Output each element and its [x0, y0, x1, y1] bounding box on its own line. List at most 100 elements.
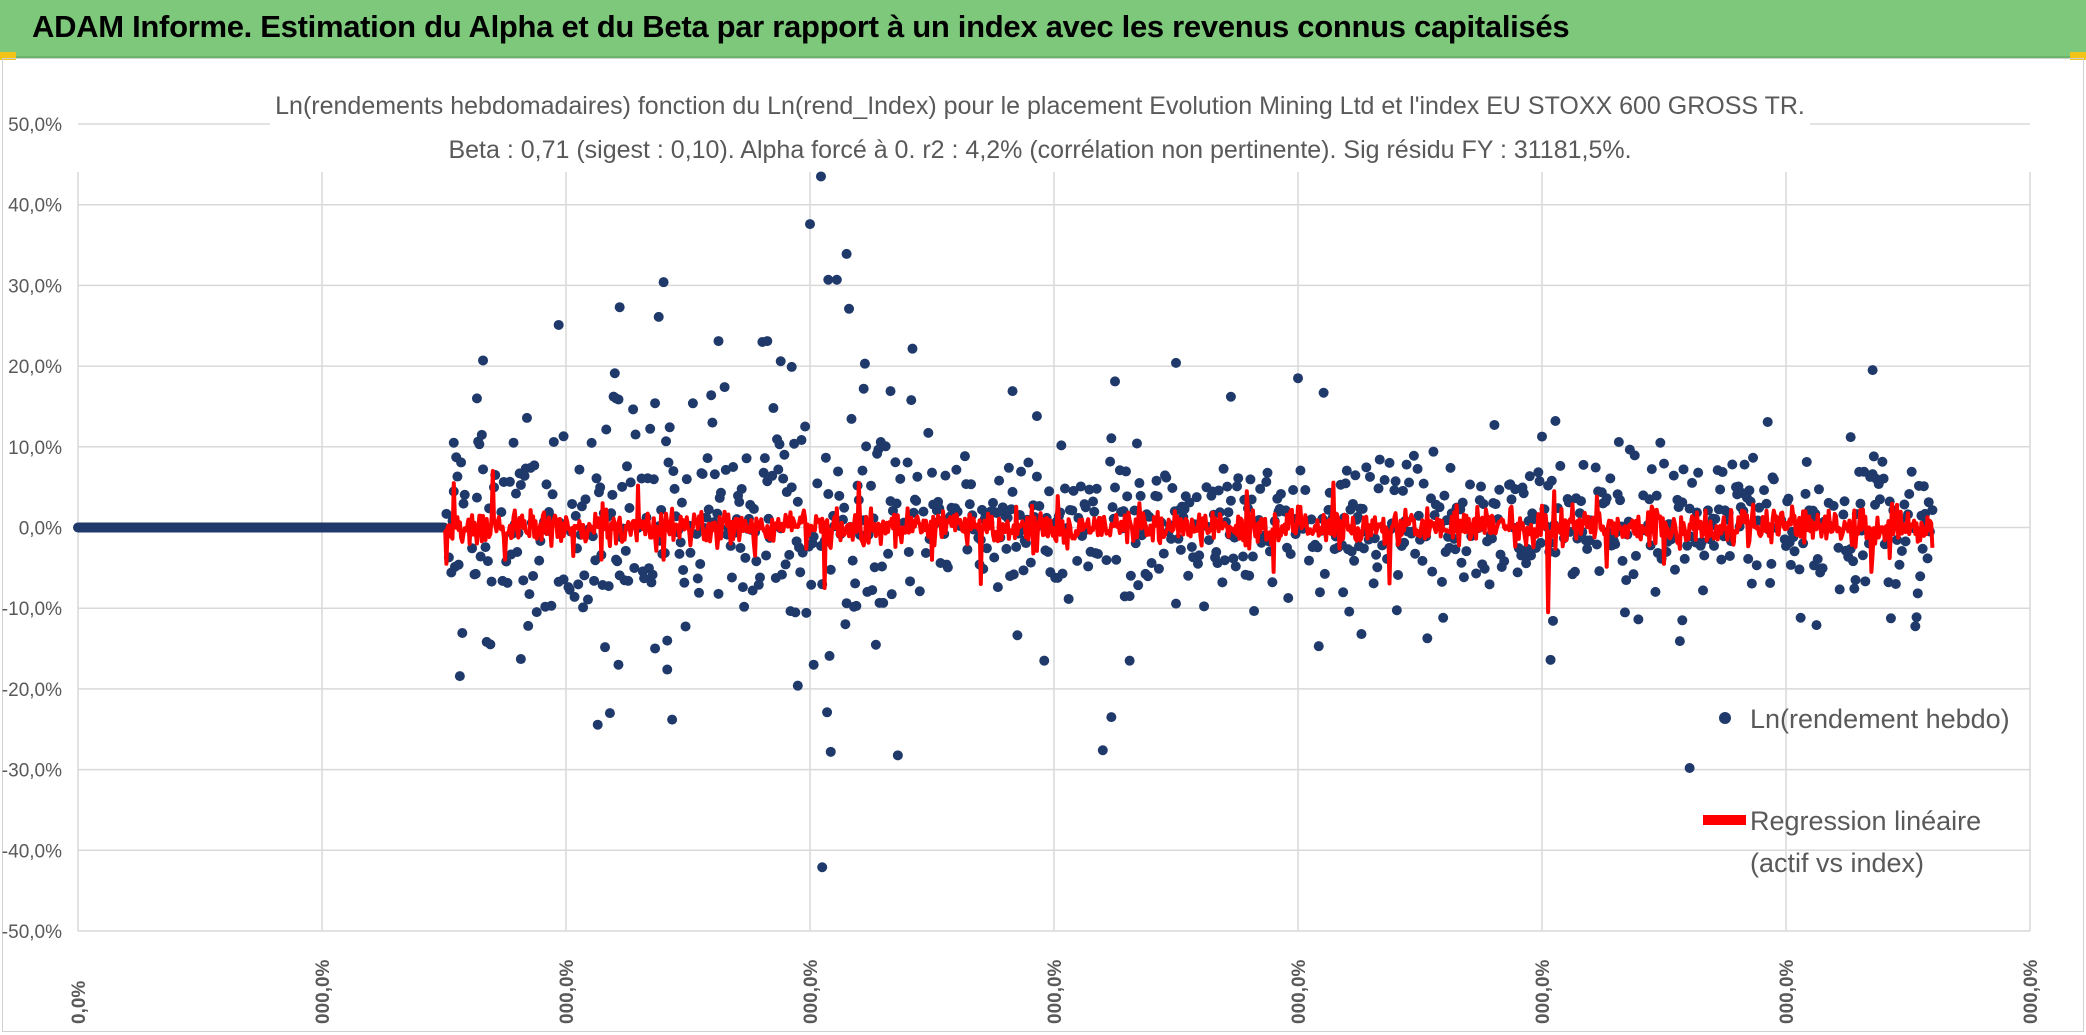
- y-tick-label: 30,0%: [8, 276, 62, 297]
- scatter-point: [662, 635, 673, 646]
- scatter-point: [547, 489, 558, 500]
- scatter-point: [1097, 745, 1108, 756]
- scatter-point: [448, 437, 459, 448]
- scatter-point: [1427, 566, 1438, 577]
- scatter-point: [646, 577, 657, 588]
- scatter-point: [1025, 557, 1036, 568]
- scatter-point: [751, 556, 762, 567]
- scatter-point: [529, 460, 540, 471]
- scatter-point: [1687, 477, 1698, 488]
- scatter-point: [661, 436, 672, 447]
- scatter-point: [850, 578, 861, 589]
- scatter-point: [1547, 615, 1558, 626]
- scatter-point: [737, 582, 748, 593]
- scatter-point: [1184, 497, 1195, 508]
- scatter-point: [1877, 456, 1888, 467]
- scatter-point: [741, 453, 752, 464]
- scatter-point: [1153, 563, 1164, 574]
- scatter-point: [1267, 577, 1278, 588]
- scatter-point: [713, 588, 724, 599]
- y-tick-label: -40,0%: [2, 841, 62, 862]
- scatter-point: [1158, 548, 1169, 559]
- scatter-point: [1384, 457, 1395, 468]
- scatter-point: [1546, 475, 1557, 486]
- scatter-point: [758, 467, 769, 478]
- scatter-point: [1389, 485, 1400, 496]
- scatter-point: [1765, 577, 1776, 588]
- scatter-point: [1927, 505, 1938, 516]
- scatter-point: [1591, 539, 1602, 550]
- legend-label-regression-line2: (actif vs index): [1750, 848, 1924, 878]
- scatter-point: [1213, 485, 1224, 496]
- scatter-point: [1439, 490, 1450, 501]
- scatter-point: [1247, 551, 1258, 562]
- scatter-point: [1131, 438, 1142, 449]
- scatter-point: [801, 607, 812, 618]
- scatter-point: [1885, 613, 1896, 624]
- scatter-point: [1401, 459, 1412, 470]
- scatter-point: [1356, 629, 1367, 640]
- scatter-point: [824, 650, 835, 661]
- scatter-point: [1072, 555, 1083, 566]
- scatter-point: [713, 336, 724, 347]
- scatter-point: [589, 575, 600, 586]
- scatter-point: [1910, 621, 1921, 632]
- scatter-point: [1152, 491, 1163, 502]
- scatter-point: [706, 390, 717, 401]
- scatter-point: [734, 496, 745, 507]
- scatter-point: [1584, 535, 1595, 546]
- scatter-point: [1344, 606, 1355, 617]
- scatter-point: [786, 361, 797, 372]
- scatter-point: [997, 502, 1008, 513]
- scatter-point: [1461, 546, 1472, 557]
- scatter-point: [1739, 459, 1750, 470]
- scatter-point: [912, 471, 923, 482]
- scatter-point: [607, 489, 618, 500]
- scatter-point: [784, 549, 795, 560]
- scatter-point: [541, 479, 552, 490]
- scatter-point: [457, 627, 468, 638]
- scatter-point: [647, 569, 658, 580]
- scatter-point: [841, 248, 852, 259]
- scatter-point: [471, 393, 482, 404]
- scatter-point: [1056, 440, 1067, 451]
- scatter-point: [650, 398, 661, 409]
- scatter-point: [478, 355, 489, 366]
- scatter-point: [869, 562, 880, 573]
- scatter-point: [1233, 473, 1244, 484]
- scatter-point: [1191, 492, 1202, 503]
- scatter-point: [685, 547, 696, 558]
- scatter-point: [1716, 554, 1727, 565]
- scatter-point: [1192, 558, 1203, 569]
- scatter-point: [994, 475, 1005, 486]
- scatter-point: [603, 581, 614, 592]
- scatter-point: [1391, 605, 1402, 616]
- scatter-point: [617, 481, 628, 492]
- scatter-point: [1801, 456, 1812, 467]
- scatter-point: [519, 470, 530, 481]
- scatter-point: [1478, 498, 1489, 509]
- scatter-point: [1283, 593, 1294, 604]
- scatter-point: [1922, 553, 1933, 564]
- scatter-point: [1545, 654, 1556, 665]
- scatter-point: [1785, 559, 1796, 570]
- scatter-point: [795, 567, 806, 578]
- scatter-point: [1003, 462, 1014, 473]
- scatter-point: [834, 490, 845, 501]
- scatter-point: [625, 477, 636, 488]
- scatter-point: [1717, 467, 1728, 478]
- scatter-point: [1677, 497, 1688, 508]
- scatter-point: [786, 482, 797, 493]
- scatter-point: [1044, 486, 1055, 497]
- scatter-point: [1678, 464, 1689, 475]
- scatter-point: [674, 548, 685, 559]
- x-axis-ticks: 0,0% 000,0% 000,0% 000,0% 000,0% 000,0% 000,0%…: [69, 959, 2042, 1024]
- scatter-point: [1397, 485, 1408, 496]
- chart-title-group: Ln(rendements hebdomadaires) fonction du…: [270, 86, 1810, 166]
- scatter-point: [886, 589, 897, 600]
- scatter-point: [1125, 570, 1136, 581]
- scatter-point: [808, 531, 819, 542]
- scatter-point: [1374, 454, 1385, 465]
- scatter-point: [441, 508, 452, 519]
- scatter-point: [1011, 541, 1022, 552]
